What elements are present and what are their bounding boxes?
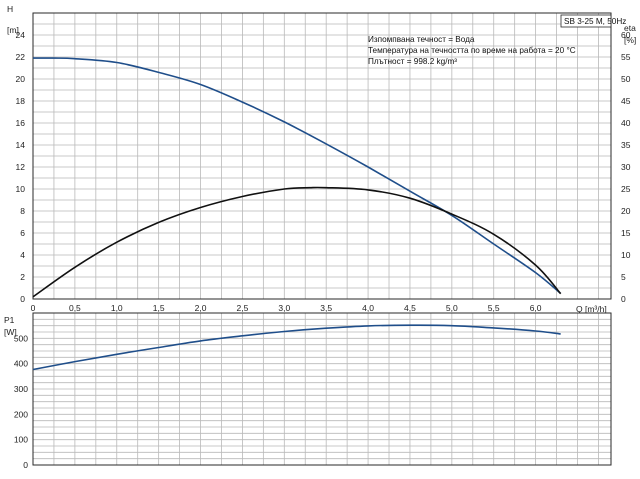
x-tick-label: 3,0 — [278, 303, 290, 313]
model-label: SB 3-25 M, 50Hz — [564, 17, 626, 26]
top-chart-grid — [33, 13, 611, 299]
top-y-tick-label: 16 — [16, 118, 26, 128]
top-y-tick-label: 4 — [20, 250, 25, 260]
top-y2-tick-label: 45 — [621, 96, 631, 106]
top-y2-tick-label: 55 — [621, 52, 631, 62]
top-y2-tick-label: 0 — [621, 294, 626, 304]
x-tick-label: 2,0 — [195, 303, 207, 313]
x-tick-label: 1,5 — [153, 303, 165, 313]
x-tick-label: 6,0 — [530, 303, 542, 313]
top-y2-tick-label: 15 — [621, 228, 631, 238]
top-y2-axis-title: eta — [624, 23, 636, 33]
bottom-y-axis-title: P1 — [4, 315, 15, 325]
info-line-3: Плътност = 998.2 kg/m³ — [368, 57, 457, 66]
top-series-group — [32, 57, 562, 298]
efficiency-curve-line — [32, 186, 562, 298]
x-tick-label: 5,0 — [446, 303, 458, 313]
bottom-y-ticks: 0 100 200 300 400 500 — [14, 333, 28, 470]
top-chart-frame — [32, 12, 612, 300]
x-tick-label: 4,0 — [362, 303, 374, 313]
top-y-tick-label: 20 — [16, 74, 26, 84]
head-curve-line — [32, 57, 562, 295]
bottom-y-axis-unit: [W] — [4, 327, 17, 337]
bottom-series-group — [32, 324, 561, 371]
x-axis-title: Q [m³/h] — [576, 304, 607, 314]
top-y2-tick-label: 5 — [621, 272, 626, 282]
bottom-chart-frame — [32, 312, 612, 466]
top-y-axis-unit: [m] — [7, 25, 19, 35]
top-y2-tick-label: 30 — [621, 162, 631, 172]
bottom-y-tick-label: 400 — [14, 359, 28, 369]
x-tick-label: 0,5 — [69, 303, 81, 313]
top-y2-tick-label: 60 — [621, 30, 631, 40]
top-y-tick-label: 8 — [20, 206, 25, 216]
top-y-tick-label: 18 — [16, 96, 26, 106]
x-tick-label: 5,5 — [488, 303, 500, 313]
top-y-tick-label: 6 — [20, 228, 25, 238]
model-label-box — [560, 14, 612, 28]
info-line-2: Температура на течността по време на раб… — [368, 46, 576, 55]
top-y2-tick-label: 25 — [621, 184, 631, 194]
top-y2-ticks: 0 5 10 15 20 25 30 35 40 45 50 55 60 — [621, 30, 631, 304]
bottom-y-tick-label: 0 — [23, 460, 28, 470]
x-tick-label: 1,0 — [111, 303, 123, 313]
top-y-tick-label: 14 — [16, 140, 26, 150]
bottom-chart-grid — [33, 313, 611, 465]
top-y2-tick-label: 40 — [621, 118, 631, 128]
top-y-tick-label: 10 — [16, 184, 26, 194]
power-curve-line — [32, 324, 561, 371]
top-y-axis-title: H — [7, 4, 13, 14]
bottom-y-tick-label: 200 — [14, 409, 28, 419]
bottom-y-tick-label: 300 — [14, 384, 28, 394]
top-y2-axis-unit: [%] — [624, 35, 636, 45]
top-y-tick-label: 12 — [16, 162, 26, 172]
x-tick-label: 0 — [31, 303, 36, 313]
top-y-tick-label: 0 — [20, 294, 25, 304]
x-tick-label: 2,5 — [237, 303, 249, 313]
bottom-y-tick-label: 500 — [14, 333, 28, 343]
x-tick-label: 4,5 — [404, 303, 416, 313]
top-y-tick-label: 22 — [16, 52, 26, 62]
top-y-tick-label: 24 — [16, 30, 26, 40]
top-y2-tick-label: 50 — [621, 74, 631, 84]
info-line-1: Изпомпвана течност = Вода — [368, 35, 475, 44]
bottom-y-tick-label: 100 — [14, 435, 28, 445]
top-x-ticks: 0 0,5 1,0 1,5 2,0 2,5 3,0 3,5 4,0 4,5 5,0 5,5 6,0 — [31, 303, 542, 313]
x-tick-label: 3,5 — [320, 303, 332, 313]
top-y-tick-label: 2 — [20, 272, 25, 282]
top-y2-tick-label: 10 — [621, 250, 631, 260]
top-y2-tick-label: 35 — [621, 140, 631, 150]
top-y2-tick-label: 20 — [621, 206, 631, 216]
